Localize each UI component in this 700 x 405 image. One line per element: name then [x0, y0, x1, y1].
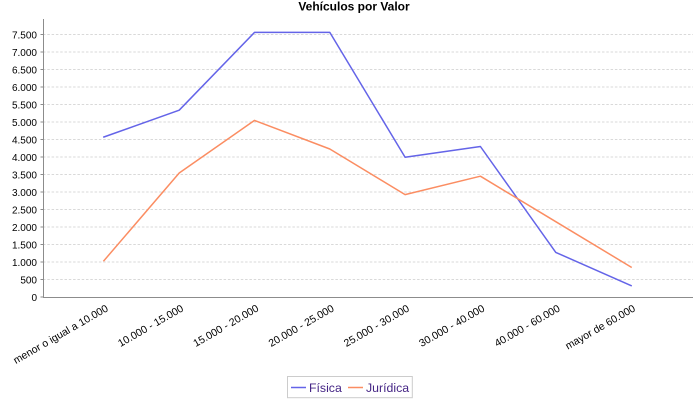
- svg-text:7.500: 7.500: [12, 30, 37, 41]
- svg-text:1.000: 1.000: [12, 258, 37, 269]
- svg-text:Jurídica: Jurídica: [366, 381, 409, 395]
- svg-text:6.000: 6.000: [12, 83, 37, 94]
- svg-text:Vehículos por Valor: Vehículos por Valor: [298, 0, 410, 14]
- svg-text:1.500: 1.500: [12, 240, 37, 251]
- svg-text:2.000: 2.000: [12, 223, 37, 234]
- svg-text:4.500: 4.500: [12, 135, 37, 146]
- svg-text:7.000: 7.000: [12, 48, 37, 59]
- svg-text:5.000: 5.000: [12, 118, 37, 129]
- svg-text:5.500: 5.500: [12, 100, 37, 111]
- svg-text:2.500: 2.500: [12, 205, 37, 216]
- svg-text:4.000: 4.000: [12, 153, 37, 164]
- svg-text:6.500: 6.500: [12, 65, 37, 76]
- svg-text:0: 0: [31, 293, 37, 304]
- svg-text:Física: Física: [309, 381, 342, 395]
- svg-text:3.000: 3.000: [12, 188, 37, 199]
- svg-text:500: 500: [20, 275, 37, 286]
- svg-text:3.500: 3.500: [12, 170, 37, 181]
